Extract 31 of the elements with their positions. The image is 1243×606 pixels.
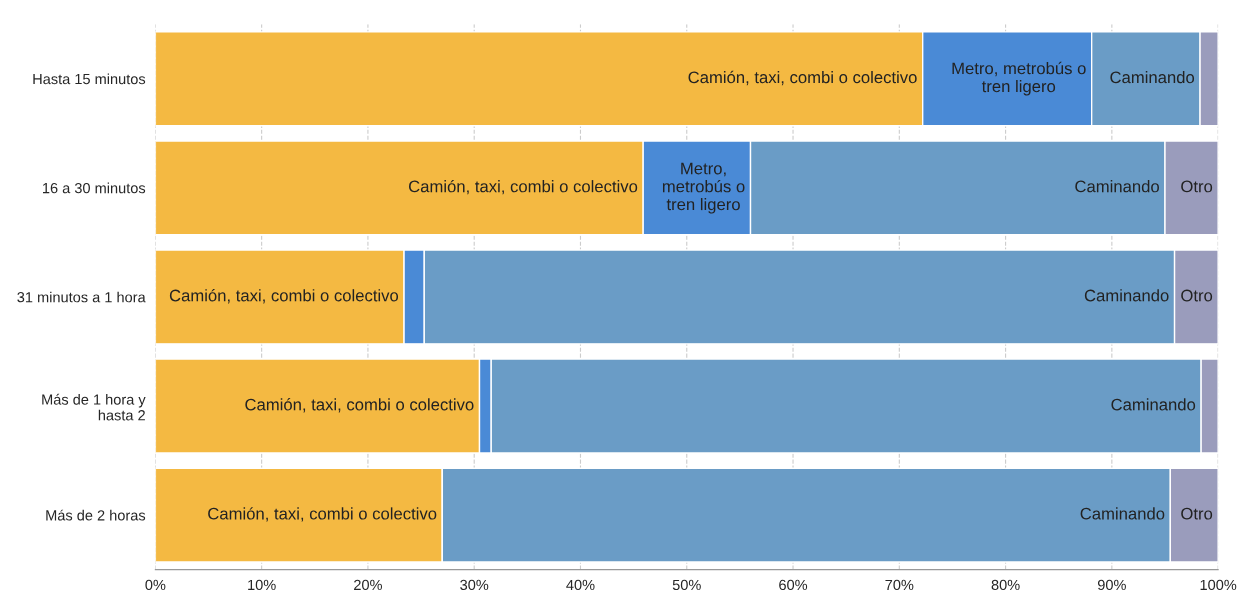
- data-label: Metro, metrobús o tren ligero: [952, 61, 1086, 96]
- data-label: Caminando: [1075, 180, 1159, 193]
- data-label: Camión, taxi, combi o colectivo: [245, 398, 474, 413]
- data-label: Caminando: [1111, 398, 1196, 411]
- y-tick-label: 16 a 30 minutos: [43, 182, 146, 194]
- x-tick-label: 80%: [991, 579, 1020, 591]
- y-tick-label: 31 minutos a 1 hora: [17, 291, 146, 303]
- x-tick-label: 40%: [566, 579, 595, 591]
- x-tick-label: 30%: [460, 579, 489, 591]
- x-tick-label: 50%: [672, 579, 701, 591]
- data-label: Caminando: [1110, 71, 1195, 84]
- data-label: Caminando: [1084, 289, 1169, 302]
- x-tick-label: 60%: [779, 579, 808, 591]
- x-tick-label: 0%: [145, 579, 166, 591]
- x-tick-label: 20%: [354, 579, 382, 591]
- x-tick-label: 70%: [885, 579, 914, 591]
- data-label: Otro: [1181, 180, 1213, 193]
- data-label: Camión, taxi, combi o colectivo: [409, 179, 638, 195]
- data-label: Camión, taxi, combi o colectivo: [169, 288, 399, 304]
- y-tick-label: Hasta 15 minutos: [33, 73, 146, 85]
- x-tick-label: 90%: [1097, 579, 1126, 591]
- y-tick-label: Más de 2 horas: [46, 509, 146, 521]
- data-label: Otro: [1181, 507, 1213, 520]
- data-label: Otro: [1181, 289, 1213, 302]
- x-tick-label: 100%: [1200, 579, 1237, 591]
- data-label: Camión, taxi, combi o colectivo: [688, 70, 917, 86]
- x-tick-label: 10%: [248, 579, 276, 591]
- y-tick-label: Más de 1 hora y hasta 2: [42, 393, 146, 421]
- data-label: Metro, metrobús o tren ligero: [662, 162, 745, 214]
- data-label: Caminando: [1080, 507, 1165, 520]
- data-label: Camión, taxi, combi o colectivo: [208, 507, 437, 522]
